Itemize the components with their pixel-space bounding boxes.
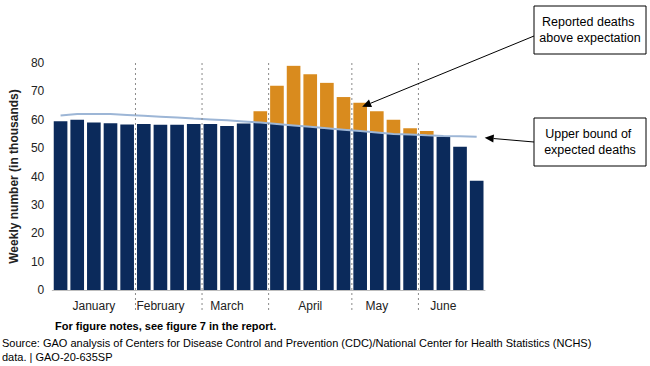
svg-text:50: 50 <box>31 141 45 155</box>
svg-text:20: 20 <box>31 226 45 240</box>
svg-text:February: February <box>136 299 184 313</box>
svg-text:expected deaths: expected deaths <box>544 143 636 157</box>
svg-text:70: 70 <box>31 84 45 98</box>
svg-text:Reported deaths: Reported deaths <box>542 15 638 29</box>
svg-text:60: 60 <box>31 113 45 127</box>
svg-text:Weekly number (in thousands): Weekly number (in thousands) <box>7 89 21 263</box>
svg-text:April: April <box>298 299 322 313</box>
svg-text:Upper bound of: Upper bound of <box>545 127 635 141</box>
svg-text:above expectation: above expectation <box>539 31 641 45</box>
svg-text:0: 0 <box>38 283 45 297</box>
svg-text:Source: GAO analysis of Center: Source: GAO analysis of Centers for Dise… <box>2 337 591 349</box>
svg-text:June: June <box>430 299 456 313</box>
svg-text:80: 80 <box>31 56 45 70</box>
svg-text:May: May <box>365 299 388 313</box>
svg-text:30: 30 <box>31 198 45 212</box>
svg-text:January: January <box>73 299 116 313</box>
svg-text:March: March <box>210 299 243 313</box>
svg-text:data. | GAO-20-635SP: data. | GAO-20-635SP <box>2 351 112 363</box>
svg-text:10: 10 <box>31 255 45 269</box>
svg-text:For figure notes, see figure 7: For figure notes, see figure 7 in the re… <box>55 320 276 332</box>
svg-text:40: 40 <box>31 170 45 184</box>
